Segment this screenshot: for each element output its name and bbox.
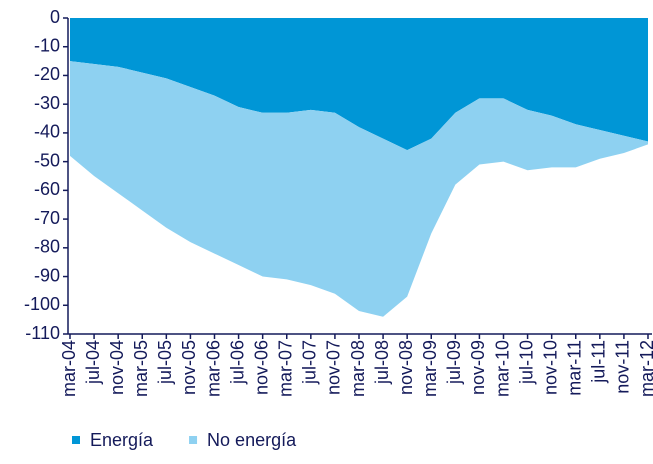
- y-tick-label: -80: [34, 237, 60, 257]
- x-tick-label: mar-11: [565, 340, 585, 396]
- x-tick-label: jul-04: [83, 340, 103, 385]
- x-tick-label: nov-11: [613, 340, 633, 394]
- area: [70, 61, 648, 317]
- y-tick-label: -20: [34, 64, 60, 84]
- x-tick-label: nov-09: [468, 340, 488, 395]
- legend-swatch: [189, 436, 198, 444]
- x-tick-label: jul-07: [300, 340, 320, 385]
- x-tick-label: mar-12: [637, 340, 653, 397]
- area: [70, 18, 648, 151]
- x-tick-label: mar-04: [59, 340, 79, 397]
- x-tick-label: jul-10: [516, 340, 536, 385]
- legend-swatch: [72, 436, 80, 444]
- x-tick-label: mar-06: [203, 340, 223, 397]
- x-tick-label: nov-06: [251, 340, 271, 395]
- x-tick-label: jul-09: [444, 340, 464, 385]
- legend-label: Energía: [90, 430, 154, 450]
- x-tick-label: mar-07: [276, 340, 296, 397]
- y-tick-label: -100: [24, 294, 60, 314]
- x-tick-label: jul-08: [372, 340, 392, 385]
- legend-label: No energía: [207, 430, 297, 450]
- y-tick-label: 0: [50, 7, 60, 27]
- y-tick-label: -70: [34, 208, 60, 228]
- y-tick-label: -40: [34, 122, 60, 142]
- x-tick-label: nov-08: [396, 340, 416, 395]
- x-tick-label: nov-07: [324, 340, 344, 395]
- x-tick-label: mar-05: [131, 340, 151, 397]
- x-tick-label: mar-10: [492, 340, 512, 397]
- x-tick-label: nov-04: [107, 340, 127, 395]
- y-tick-label: -50: [34, 150, 60, 170]
- x-tick-label: jul-06: [227, 340, 247, 385]
- x-tick-label: mar-09: [420, 340, 440, 397]
- y-tick-label: -90: [34, 265, 60, 285]
- x-tick-label: jul-11: [589, 340, 609, 384]
- y-tick-label: -60: [34, 179, 60, 199]
- x-tick-label: jul-05: [155, 340, 175, 385]
- y-tick-label: -30: [34, 93, 60, 113]
- y-tick-label: -110: [25, 323, 60, 343]
- x-tick-label: nov-10: [540, 340, 560, 395]
- x-tick-label: mar-08: [348, 340, 368, 397]
- x-tick-label: nov-05: [179, 340, 199, 395]
- y-tick-label: -10: [34, 35, 60, 55]
